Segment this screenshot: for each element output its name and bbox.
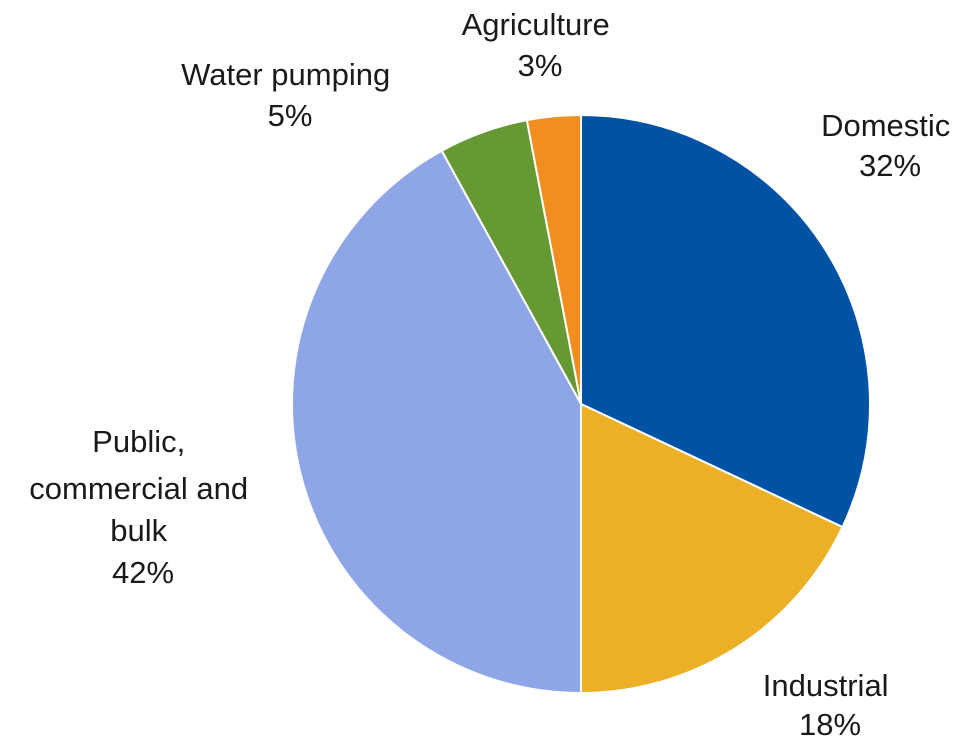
pie-slice-agriculture xyxy=(525,113,582,405)
label-industrial-name: Industrial xyxy=(763,668,889,703)
pie-slice-industrial xyxy=(580,402,844,695)
label-public-commercial-bulk: Public, commercial and bulk 42% xyxy=(29,424,256,590)
label-agriculture-name: Agriculture xyxy=(462,7,610,42)
label-water-pumping-value: 5% xyxy=(268,98,313,133)
pie-slice-public-commercial-and-bulk xyxy=(291,149,582,695)
pie-slices xyxy=(291,113,871,695)
label-water-pumping: Water pumping 5% xyxy=(181,57,399,133)
label-agriculture-value: 3% xyxy=(518,48,563,83)
label-domestic-value: 32% xyxy=(859,148,921,183)
label-public-line1: Public, xyxy=(92,424,185,459)
label-agriculture: Agriculture 3% xyxy=(462,7,619,83)
label-public-line2: commercial and xyxy=(29,471,248,506)
pie-slice-domestic xyxy=(580,113,871,529)
label-industrial-value: 18% xyxy=(799,707,861,742)
label-domestic: Domestic 32% xyxy=(821,108,959,183)
label-industrial: Industrial 18% xyxy=(763,668,897,742)
label-public-line3: bulk xyxy=(110,513,167,548)
label-public-value: 42% xyxy=(112,555,174,590)
label-water-pumping-name: Water pumping xyxy=(181,57,390,92)
label-domestic-name: Domestic xyxy=(821,108,950,143)
